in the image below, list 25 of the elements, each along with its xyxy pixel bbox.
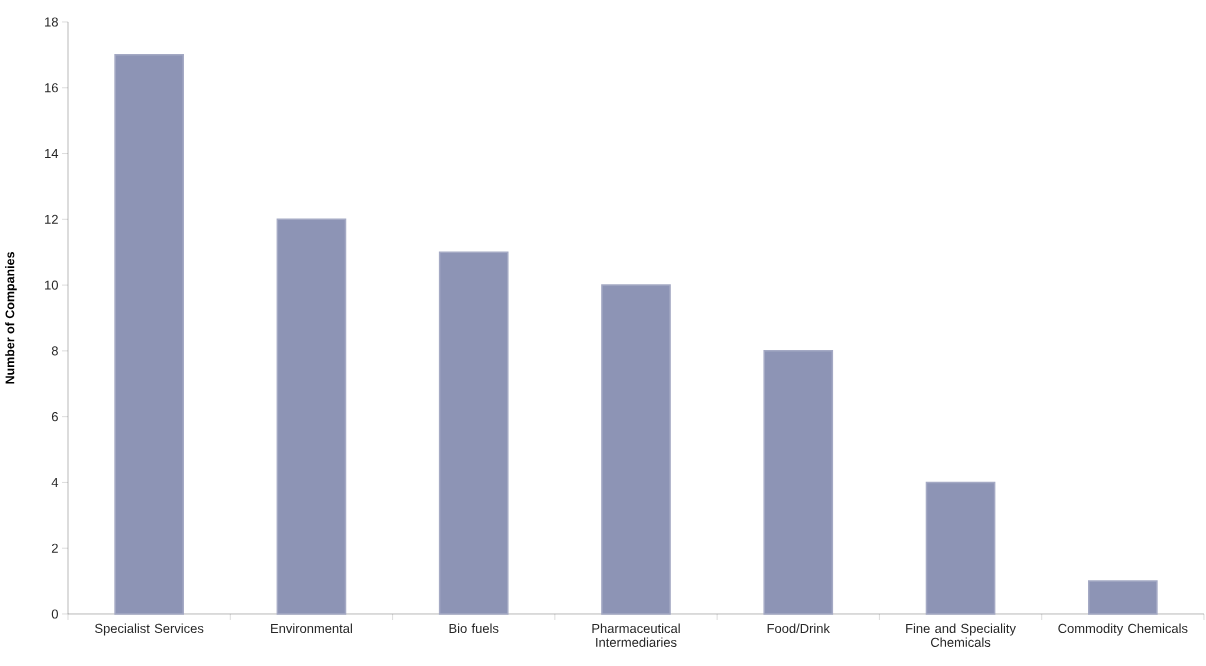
y-tick-label: 12 bbox=[45, 214, 58, 224]
bar bbox=[1088, 580, 1158, 615]
y-tick-label: 18 bbox=[45, 17, 58, 27]
y-tick-label: 4 bbox=[51, 477, 59, 487]
y-tick-label: 8 bbox=[51, 346, 58, 356]
y-tick-label: 6 bbox=[51, 412, 58, 422]
x-tick-label: Environmental bbox=[271, 623, 352, 634]
y-tick-label: 10 bbox=[45, 280, 58, 290]
bar bbox=[763, 350, 834, 615]
x-tick-label: Specialist Services bbox=[95, 623, 204, 636]
x-tick-label: Commodity Chemicals bbox=[1058, 623, 1188, 636]
y-tick-label: 14 bbox=[45, 149, 59, 158]
x-tick-label: Pharmaceutical Intermediaries bbox=[592, 623, 680, 647]
x-tick-label: Food/Drink bbox=[767, 623, 830, 634]
bar bbox=[925, 481, 996, 615]
bar bbox=[601, 284, 671, 615]
y-tick-label: 0 bbox=[51, 609, 58, 619]
bar bbox=[276, 218, 347, 615]
bar bbox=[438, 251, 509, 615]
bar bbox=[114, 54, 184, 615]
y-tick-label: 16 bbox=[45, 83, 58, 93]
x-tick-label: Bio fuels bbox=[449, 623, 499, 634]
x-tick-label: Fine and Speciality Chemicals bbox=[906, 623, 1016, 647]
y-axis-title: Number of Companies bbox=[5, 252, 17, 384]
y-tick-label: 2 bbox=[51, 543, 58, 553]
